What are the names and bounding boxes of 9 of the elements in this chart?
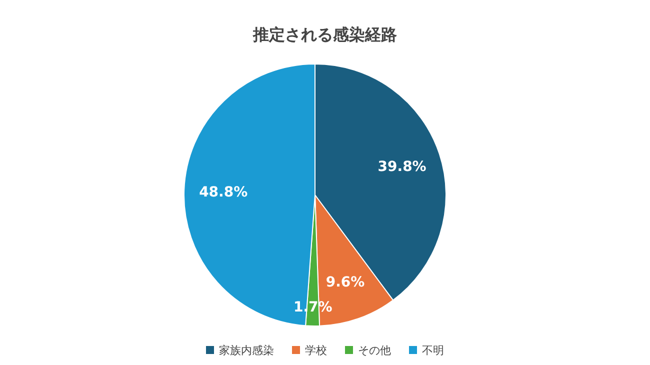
legend-label: 学校 bbox=[305, 344, 327, 357]
data-label: 48.8% bbox=[199, 184, 248, 201]
legend-label: 不明 bbox=[422, 344, 444, 357]
chart-title: 推定される感染経路 bbox=[252, 25, 397, 44]
data-label: 39.8% bbox=[378, 159, 426, 176]
data-label: 9.6% bbox=[326, 274, 365, 291]
data-label: 1.7% bbox=[293, 299, 332, 316]
legend-label: その他 bbox=[358, 344, 391, 357]
legend-label: 家族内感染 bbox=[219, 344, 274, 357]
